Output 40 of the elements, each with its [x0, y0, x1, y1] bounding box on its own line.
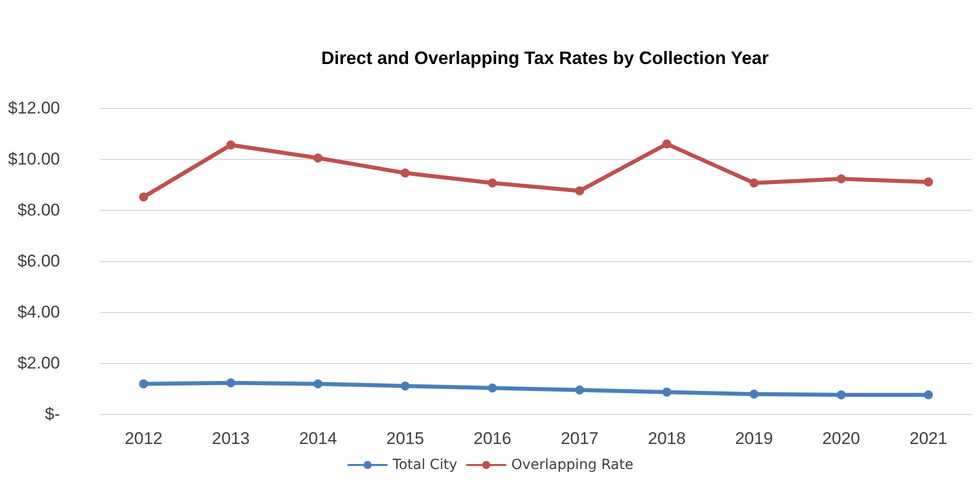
y-tick-label: $10.00 [8, 150, 60, 168]
y-tick-label: $12.00 [8, 98, 60, 118]
point [400, 168, 410, 178]
point [662, 139, 672, 148]
x-tick-label: 2013 [212, 429, 250, 448]
point [488, 178, 497, 188]
point [139, 192, 148, 202]
x-tick-label: 2012 [124, 429, 163, 448]
point [750, 178, 758, 188]
y-tick-label: $6.00 [17, 252, 60, 270]
x-tick-label: 2017 [560, 429, 599, 448]
y-tick-label: $- [44, 404, 60, 424]
point [139, 379, 148, 388]
point [924, 390, 933, 400]
point [226, 140, 236, 150]
x-tick-label: 2016 [473, 429, 512, 448]
x-tick-label: 2021 [909, 429, 948, 448]
x-tick-label: 2018 [648, 429, 686, 448]
x-tick-label: 2014 [299, 429, 337, 448]
x-tick-label: 2019 [735, 429, 773, 448]
point [226, 378, 236, 388]
x-tick-label: 2020 [822, 429, 860, 448]
point [314, 153, 322, 162]
point [924, 177, 933, 186]
point [750, 390, 758, 399]
y-tick-label: $2.00 [17, 354, 60, 372]
x-tick-label: 2015 [386, 429, 424, 448]
legend-label: Total City [392, 457, 458, 473]
point [836, 174, 846, 184]
y-tick-label: $8.00 [17, 200, 60, 220]
point [314, 379, 322, 388]
y-tick-label: $4.00 [17, 302, 60, 322]
legend-label: Overlapping Rate [511, 457, 634, 473]
point [836, 390, 846, 400]
chart-title: Direct and Overlapping Tax Rates by Collection Year [321, 48, 769, 68]
point [575, 186, 584, 196]
point [400, 381, 410, 390]
point [575, 386, 584, 395]
point [662, 388, 672, 397]
point [488, 383, 497, 392]
